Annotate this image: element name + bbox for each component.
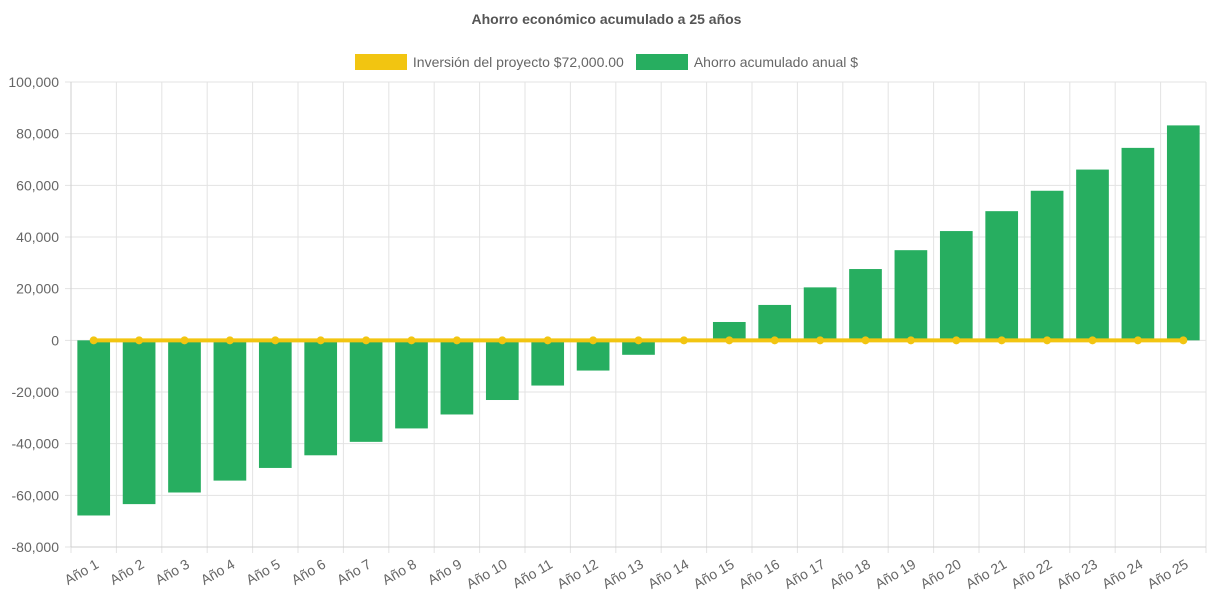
bar-22 xyxy=(1030,190,1064,341)
y-tick-label: 60,000 xyxy=(16,177,59,193)
x-tick-label: Año 11 xyxy=(510,556,556,592)
y-tick-label: -40,000 xyxy=(12,436,60,452)
bar-6 xyxy=(304,340,338,456)
bar-10 xyxy=(485,340,519,401)
investment-point-13 xyxy=(634,336,643,345)
investment-point-18 xyxy=(861,336,870,345)
investment-point-19 xyxy=(906,336,915,345)
investment-point-25 xyxy=(1179,336,1188,345)
x-tick-label: Año 16 xyxy=(736,556,783,592)
x-tick-label: Año 8 xyxy=(379,556,419,588)
x-tick-label: Año 3 xyxy=(152,556,192,588)
bar-24 xyxy=(1121,147,1155,341)
x-tick-label: Año 23 xyxy=(1054,556,1101,592)
investment-point-23 xyxy=(1088,336,1097,345)
bar-17 xyxy=(803,287,837,341)
bar-19 xyxy=(894,250,928,341)
investment-point-22 xyxy=(1043,336,1052,345)
x-tick-label: Año 22 xyxy=(1008,556,1055,592)
bar-16 xyxy=(758,304,792,341)
y-tick-label: 0 xyxy=(51,332,59,348)
x-tick-label: Año 15 xyxy=(690,556,737,592)
bar-9 xyxy=(440,340,474,415)
bar-20 xyxy=(939,231,973,341)
bar-23 xyxy=(1076,169,1109,341)
investment-point-1 xyxy=(89,336,98,345)
y-tick-label: 20,000 xyxy=(16,281,59,297)
chart-title: Ahorro económico acumulado a 25 años xyxy=(471,11,742,27)
x-tick-label: Año 2 xyxy=(107,556,147,588)
x-tick-label: Año 14 xyxy=(645,556,692,592)
investment-point-2 xyxy=(135,336,144,345)
investment-point-21 xyxy=(997,336,1006,345)
legend-label-savings: Ahorro acumulado anual $ xyxy=(693,54,859,70)
bar-12 xyxy=(576,340,610,371)
y-tick-label: -60,000 xyxy=(12,487,60,503)
investment-point-16 xyxy=(770,336,779,345)
bar-8 xyxy=(395,340,428,429)
bar-25 xyxy=(1166,125,1200,341)
bar-21 xyxy=(985,211,1019,341)
investment-point-24 xyxy=(1133,336,1142,345)
x-tick-label: Año 17 xyxy=(781,556,828,592)
investment-point-20 xyxy=(952,336,961,345)
x-tick-label: Año 19 xyxy=(872,556,919,592)
bar-3 xyxy=(168,340,201,493)
investment-point-8 xyxy=(407,336,416,345)
bar-1 xyxy=(77,340,111,516)
bar-18 xyxy=(849,269,882,341)
investment-point-14 xyxy=(679,336,688,345)
x-tick-label: Año 12 xyxy=(554,556,601,592)
investment-point-6 xyxy=(316,336,325,345)
bar-4 xyxy=(213,340,247,481)
investment-point-7 xyxy=(362,336,371,345)
x-tick-label: Año 24 xyxy=(1099,556,1146,592)
investment-point-12 xyxy=(589,336,598,345)
x-tick-label: Año 9 xyxy=(425,556,465,588)
bar-15 xyxy=(712,321,746,341)
legend-label-investment: Inversión del proyecto $72,000.00 xyxy=(412,54,624,70)
x-tick-label: Año 7 xyxy=(334,556,374,588)
legend-swatch-savings xyxy=(635,54,688,70)
x-tick-label: Año 20 xyxy=(917,556,964,592)
legend-item-savings[interactable]: Ahorro acumulado anual $ xyxy=(635,52,859,72)
y-tick-label: -20,000 xyxy=(12,384,60,400)
y-tick-label: 80,000 xyxy=(16,126,59,142)
y-tick-label: 100,000 xyxy=(8,74,59,90)
x-tick-label: Año 5 xyxy=(243,556,283,588)
bar-2 xyxy=(122,340,156,505)
investment-point-11 xyxy=(543,336,552,345)
investment-point-17 xyxy=(816,336,825,345)
investment-point-4 xyxy=(225,336,234,345)
bar-11 xyxy=(531,340,565,386)
investment-point-15 xyxy=(725,336,734,345)
x-tick-label: Año 4 xyxy=(198,556,238,588)
investment-point-3 xyxy=(180,336,189,345)
legend-item-investment[interactable]: Inversión del proyecto $72,000.00 xyxy=(354,52,624,72)
y-tick-label: -80,000 xyxy=(12,539,60,555)
x-tick-label: Año 18 xyxy=(827,556,874,592)
bar-7 xyxy=(349,340,383,442)
x-tick-label: Año 10 xyxy=(463,556,510,592)
bar-5 xyxy=(258,340,292,468)
x-tick-label: Año 6 xyxy=(289,556,329,588)
investment-point-9 xyxy=(452,336,461,345)
investment-point-5 xyxy=(271,336,280,345)
x-tick-label: Año 13 xyxy=(600,556,647,592)
legend-swatch-investment xyxy=(354,54,407,70)
bar-13 xyxy=(622,340,655,355)
investment-point-10 xyxy=(498,336,507,345)
x-tick-label: Año 25 xyxy=(1144,556,1191,592)
legend: Inversión del proyecto $72,000.00 Ahorro… xyxy=(0,52,1213,72)
x-tick-label: Año 1 xyxy=(62,556,102,588)
x-tick-label: Año 21 xyxy=(963,556,1010,592)
y-tick-label: 40,000 xyxy=(16,229,59,245)
